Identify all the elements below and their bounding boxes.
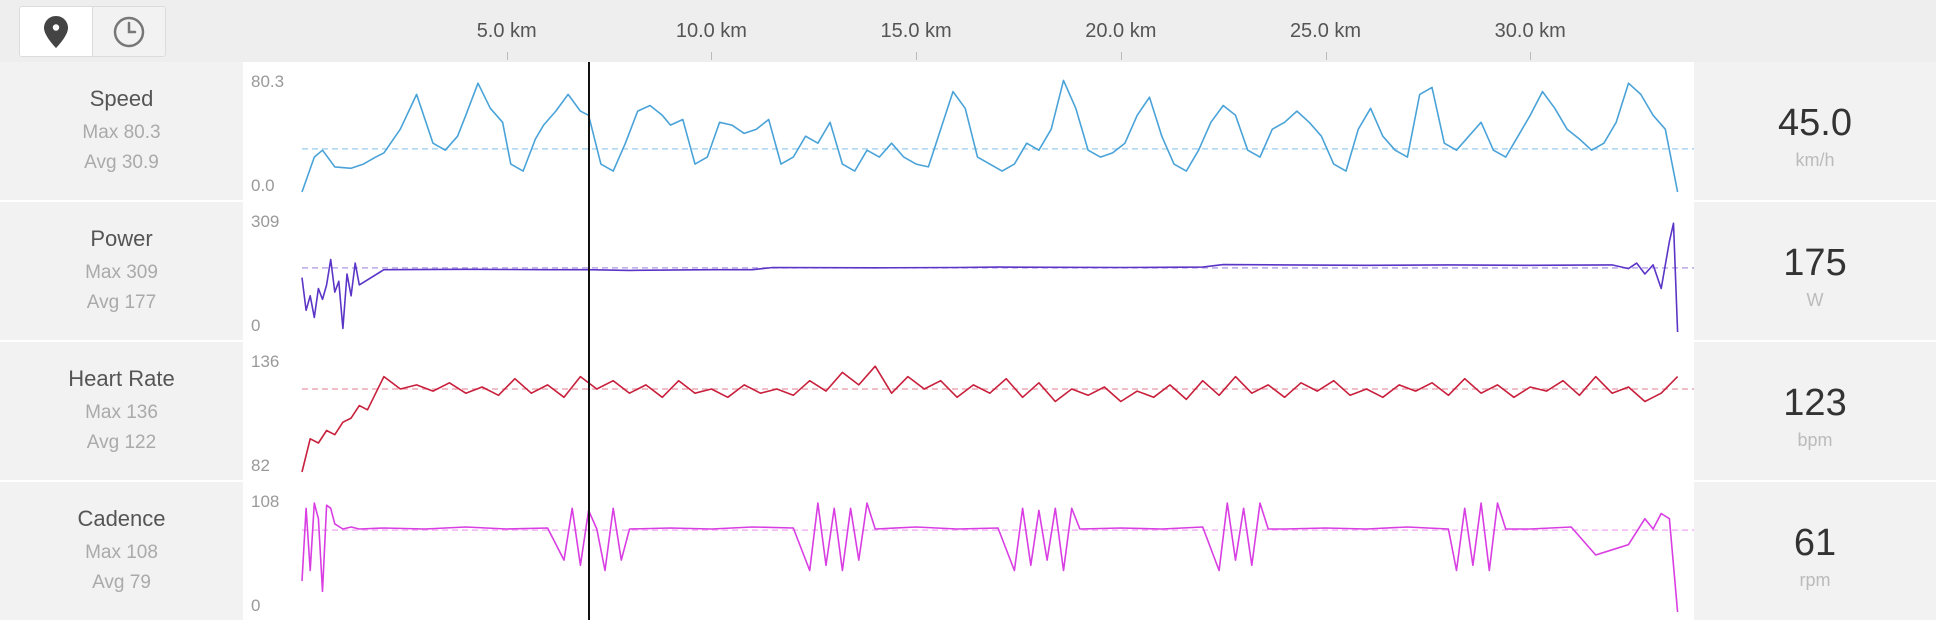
- heart-rate-row: Heart Rate Max 136 Avg 122 136 82 123 bpm: [0, 342, 1936, 480]
- x-axis-tick-mark: [1530, 52, 1532, 60]
- speed-unit: km/h: [1795, 150, 1835, 170]
- heart-rate-max: Max 136: [85, 402, 158, 423]
- x-axis-tick-label: 20.0 km: [1085, 20, 1157, 42]
- speed-label-panel: Speed Max 80.3 Avg 30.9: [0, 62, 243, 200]
- cadence-current-value: 61: [1793, 522, 1837, 564]
- power-current-panel: 175 W: [1694, 202, 1936, 340]
- distance-axis-bar: 5.0 km 10.0 km 15.0 km 20.0 km 25.0 km 30.0 k…: [0, 0, 1936, 62]
- x-axis-tick-label: 15.0 km: [880, 20, 952, 42]
- x-axis-tick-mark: [711, 52, 713, 60]
- time-mode-button[interactable]: [92, 7, 165, 56]
- distance-mode-button[interactable]: [20, 7, 92, 56]
- x-axis-tick-label: 5.0 km: [476, 20, 537, 42]
- cadence-current-panel: 61 rpm: [1694, 482, 1936, 620]
- x-axis-tick-mark: [506, 52, 508, 60]
- power-row: Power Max 309 Avg 177 309 0 175 W: [0, 202, 1936, 340]
- cadence-row: Cadence Max 108 Avg 79 108 0 61 rpm: [0, 482, 1936, 620]
- heart-rate-plot[interactable]: 136 82: [243, 342, 1694, 480]
- cadence-avg: Avg 79: [92, 572, 151, 593]
- speed-row: Speed Max 80.3 Avg 30.9 80.3 0.0 45.0 km/h: [0, 62, 1936, 200]
- x-axis-tick-label: 30.0 km: [1494, 20, 1566, 42]
- heart-rate-title: Heart Rate: [68, 366, 175, 391]
- heart-rate-series-line: [301, 365, 1679, 473]
- heart-rate-unit: bpm: [1797, 430, 1833, 450]
- cadence-max: Max 108: [85, 542, 158, 563]
- power-max: Max 309: [85, 262, 158, 283]
- x-axis-tick-mark: [1325, 52, 1327, 60]
- power-title: Power: [90, 226, 153, 251]
- power-y-min-label: 0: [251, 316, 261, 335]
- heart-rate-avg: Avg 122: [86, 432, 157, 453]
- speed-series-line: [301, 79, 1679, 193]
- x-axis-tick-mark: [1120, 52, 1122, 60]
- speed-chart: [301, 79, 1694, 193]
- heart-rate-chart: [301, 365, 1694, 473]
- speed-avg: Avg 30.9: [84, 152, 159, 173]
- cadence-y-min-label: 0: [251, 596, 261, 615]
- x-axis-mode-toggle: [19, 6, 166, 57]
- heart-rate-current-value: 123: [1783, 382, 1847, 424]
- heart-rate-label-panel: Heart Rate Max 136 Avg 122: [0, 342, 243, 480]
- cadence-title: Cadence: [77, 506, 166, 531]
- power-chart: [301, 222, 1694, 333]
- power-current-value: 175: [1783, 242, 1847, 284]
- power-avg: Avg 177: [86, 292, 157, 313]
- speed-max: Max 80.3: [82, 122, 161, 143]
- speed-current-panel: 45.0 km/h: [1694, 62, 1936, 200]
- power-series-line: [301, 222, 1679, 333]
- power-label-panel: Power Max 309 Avg 177: [0, 202, 243, 340]
- clock-icon: [113, 16, 145, 47]
- speed-y-min-label: 0.0: [251, 176, 275, 195]
- power-y-max-label: 309: [251, 212, 280, 231]
- speed-plot[interactable]: 80.3 0.0: [243, 62, 1694, 200]
- x-axis-tick-mark: [916, 52, 918, 60]
- cadence-series-line: [301, 502, 1679, 613]
- speed-current-value: 45.0: [1778, 102, 1852, 144]
- cadence-unit: rpm: [1799, 570, 1831, 590]
- heart-rate-current-panel: 123 bpm: [1694, 342, 1936, 480]
- position-cursor-line[interactable]: [587, 62, 590, 620]
- cadence-y-max-label: 108: [251, 492, 280, 511]
- heart-rate-y-max-label: 136: [251, 352, 280, 371]
- heart-rate-y-min-label: 82: [251, 456, 270, 475]
- power-plot[interactable]: 309 0: [243, 202, 1694, 340]
- speed-title: Speed: [89, 86, 154, 111]
- map-pin-icon: [44, 15, 68, 48]
- cadence-chart: [301, 502, 1694, 613]
- cadence-plot[interactable]: 108 0: [243, 482, 1694, 620]
- cadence-label-panel: Cadence Max 108 Avg 79: [0, 482, 243, 620]
- x-axis-tick-label: 25.0 km: [1289, 20, 1362, 42]
- power-unit: W: [1806, 290, 1824, 310]
- speed-y-max-label: 80.3: [251, 72, 285, 91]
- x-axis-tick-label: 10.0 km: [675, 20, 747, 42]
